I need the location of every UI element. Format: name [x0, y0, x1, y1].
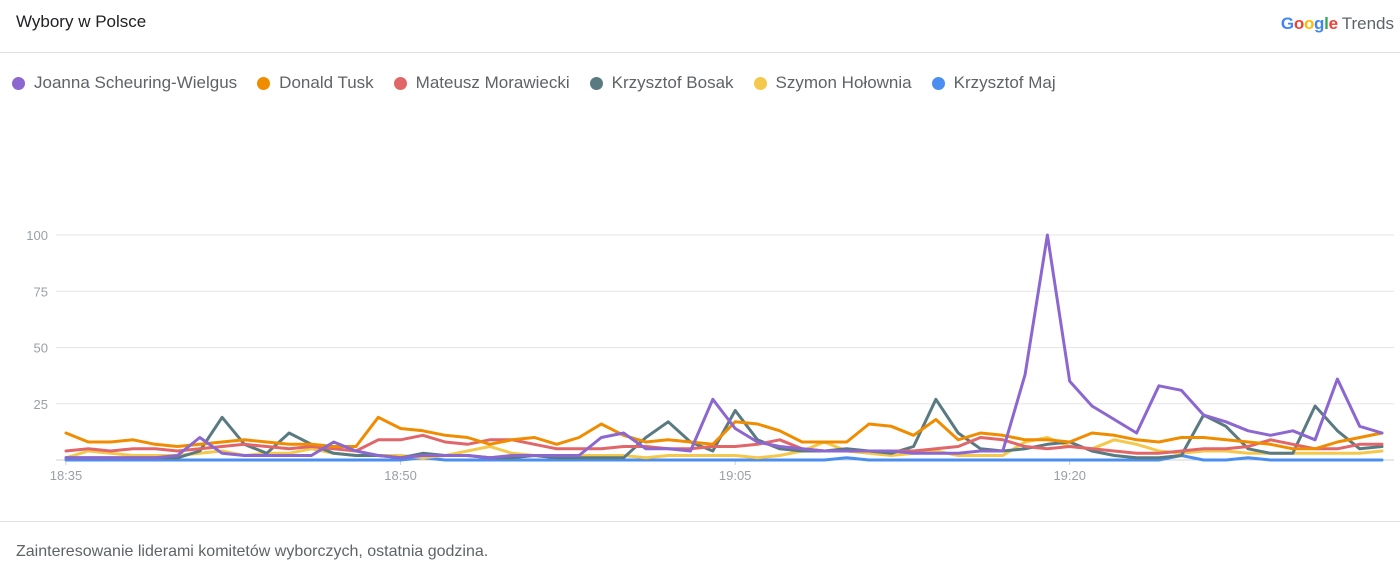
legend-dot-icon	[753, 76, 767, 90]
legend-dot-icon	[12, 76, 25, 90]
legend-label: Joanna Scheuring-Wielgus	[34, 73, 238, 92]
legend-label: Donald Tusk	[279, 73, 374, 92]
series-line	[64, 454, 1384, 462]
google-trends-logo[interactable]: Google Trends	[1281, 14, 1394, 34]
series-line	[64, 415, 1384, 451]
legend-item[interactable]: Joanna Scheuring-Wielgus	[12, 73, 237, 93]
series-line	[64, 397, 1384, 460]
legend-item[interactable]: Szymon Hołownia	[753, 73, 912, 93]
chart-caption: Zainteresowanie liderami komitetów wybor…	[16, 543, 489, 560]
header: Wybory w Polsce Google Trends	[0, 0, 1400, 53]
x-tick-label: 19:05	[719, 468, 752, 483]
legend-item[interactable]: Donald Tusk	[257, 73, 374, 93]
footer: Zainteresowanie liderami komitetów wybor…	[0, 521, 1400, 582]
series-line	[64, 233, 1384, 460]
chart-legend: Joanna Scheuring-Wielgus Donald Tusk Mateu…	[12, 71, 1076, 95]
series-line	[64, 436, 1384, 460]
legend-item[interactable]: Krzysztof Maj	[931, 73, 1056, 93]
trends-wordmark: Trends	[1341, 14, 1394, 33]
line-chart: 25 50 75 100 18:35 18:50 19:05 19:20	[26, 228, 1394, 483]
x-tick-label: 19:20	[1053, 468, 1086, 483]
legend-dot-icon	[393, 76, 407, 90]
chart-title: Wybory w Polsce	[16, 12, 147, 31]
series-line	[64, 433, 1384, 455]
legend-item[interactable]: Mateusz Morawiecki	[393, 73, 570, 93]
legend-label: Krzysztof Bosak	[611, 73, 734, 92]
legend-dot-icon	[257, 76, 271, 90]
legend-item[interactable]: Krzysztof Bosak	[589, 73, 734, 93]
legend-label: Mateusz Morawiecki	[415, 73, 570, 92]
y-tick-label: 25	[34, 397, 48, 412]
y-tick-label: 100	[26, 228, 48, 243]
legend-dot-icon	[589, 76, 603, 90]
legend-label: Szymon Hołownia	[775, 73, 912, 92]
legend-label: Krzysztof Maj	[953, 73, 1056, 92]
y-tick-label: 50	[34, 341, 48, 356]
x-tick-label: 18:35	[50, 468, 83, 483]
x-tick-label: 18:50	[384, 468, 417, 483]
y-tick-label: 75	[34, 284, 48, 299]
google-wordmark: Google	[1280, 14, 1338, 33]
legend-dot-icon	[931, 76, 945, 90]
